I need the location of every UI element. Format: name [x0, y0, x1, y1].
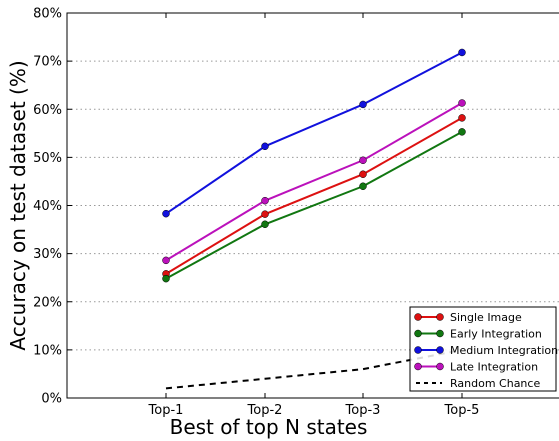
data-point	[162, 274, 170, 283]
data-point	[458, 99, 466, 107]
series-line	[165, 348, 463, 390]
legend-label: Medium Integration	[450, 344, 558, 357]
y-tick-label: 60%	[33, 103, 62, 118]
legend-marker	[414, 313, 422, 321]
x-tick-label: Top-5	[444, 403, 480, 418]
series-line	[165, 117, 463, 275]
x-axis-label: Best of top N states	[170, 415, 368, 439]
x-axis: Top-1 Top-2 Top-3 Top-5	[148, 13, 480, 418]
x-tick-label: Top-3	[345, 403, 381, 418]
data-point	[162, 256, 170, 265]
data-point	[359, 170, 367, 178]
series-line	[165, 102, 463, 262]
x-tick-label: Top-2	[247, 403, 283, 418]
series-late-integration	[162, 99, 466, 265]
legend-label: Late Integration	[450, 361, 538, 374]
series-single-image	[162, 114, 466, 278]
legend-marker	[436, 313, 444, 321]
data-point	[261, 196, 269, 205]
data-point	[261, 210, 269, 218]
y-tick-label: 80%	[33, 7, 62, 22]
legend-marker	[436, 329, 444, 338]
gridlines	[67, 60, 559, 351]
series-early-integration	[162, 128, 466, 283]
legend-label: Random Chance	[450, 377, 540, 390]
data-point	[261, 142, 269, 151]
series-line	[165, 130, 463, 280]
legend-entry: Late Integration	[414, 361, 538, 374]
legend-marker	[414, 329, 422, 338]
series-line	[165, 51, 463, 215]
series-layer	[162, 48, 466, 390]
data-point	[359, 100, 367, 109]
y-tick-label: 50%	[33, 151, 62, 166]
legend: Single Image Early Integration Medium Inte…	[409, 306, 558, 392]
legend-entry: Medium Integration	[414, 344, 558, 357]
data-point	[162, 209, 170, 218]
data-point	[458, 114, 466, 122]
x-tick-label: Top-1	[148, 403, 184, 418]
data-point	[359, 156, 367, 165]
data-point	[359, 182, 367, 190]
y-tick-label: 10%	[33, 343, 62, 358]
y-tick-label: 30%	[33, 247, 62, 262]
data-point	[261, 220, 269, 229]
data-point	[458, 48, 466, 57]
series-random-chance	[165, 348, 463, 390]
legend-entry: Random Chance	[416, 377, 540, 390]
data-point	[458, 128, 466, 136]
legend-marker	[436, 346, 444, 354]
y-axis-label: Accuracy on test dataset (%)	[6, 60, 30, 350]
legend-entry: Single Image	[414, 311, 522, 324]
y-tick-label: 0%	[41, 392, 62, 407]
y-axis: 0% 10% 20% 30% 40% 50% 60% 70% 80%	[33, 7, 72, 407]
legend-label: Single Image	[450, 311, 522, 324]
legend-entry: Early Integration	[414, 328, 542, 341]
legend-marker	[414, 362, 422, 371]
legend-marker	[436, 362, 444, 371]
y-tick-label: 20%	[33, 295, 62, 310]
legend-label: Early Integration	[450, 328, 542, 341]
y-tick-label: 70%	[33, 55, 62, 70]
legend-marker	[414, 346, 422, 354]
series-medium-integration	[162, 48, 466, 218]
y-tick-label: 40%	[33, 199, 62, 214]
